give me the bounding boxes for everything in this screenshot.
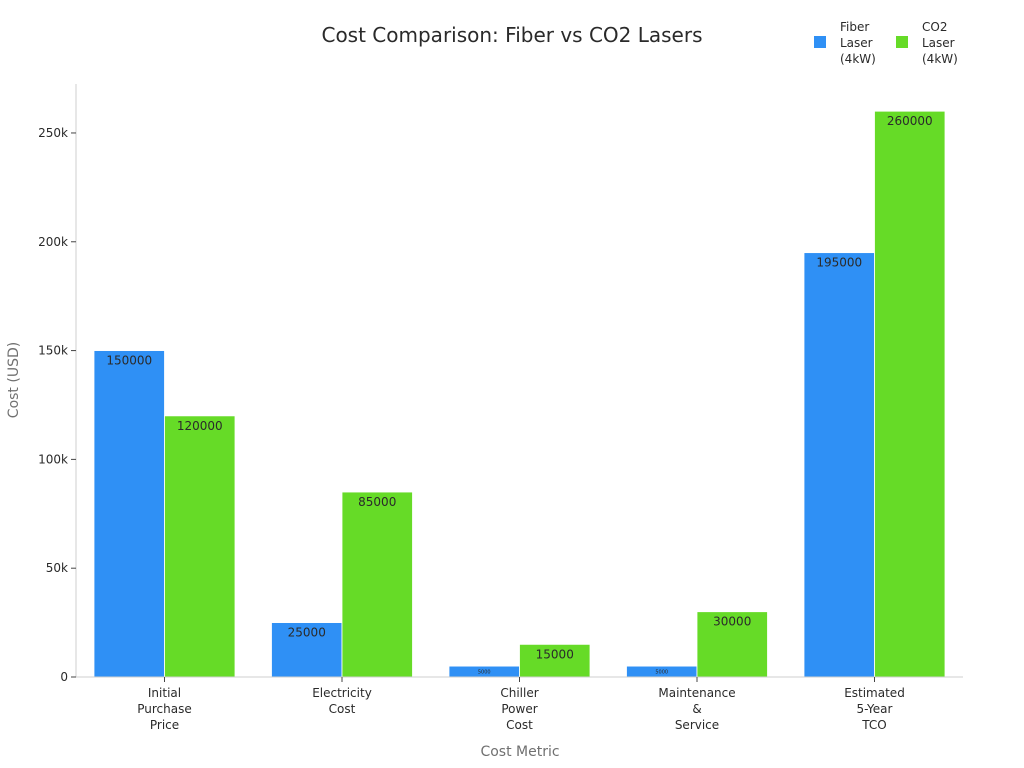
- bar-series-1-category-1: [93, 350, 165, 678]
- y-tick-label: 200k: [38, 235, 68, 249]
- data-label-series-1-category-3: 5000: [478, 670, 491, 676]
- x-tick-label: Maintenance & Service: [658, 686, 735, 732]
- data-label-series-1-category-1: 150000: [106, 354, 152, 368]
- legend-label-series-2: CO2 Laser (4kW): [922, 20, 958, 66]
- bar-series-2-category-4: [696, 611, 768, 678]
- data-label-series-2-category-5: 260000: [887, 114, 933, 128]
- x-tick-label: Initial Purchase Price: [137, 686, 192, 732]
- bar-series-1-category-2: [271, 622, 343, 678]
- legend-label-series-1: Fiber Laser (4kW): [840, 20, 876, 66]
- bar-series-2-category-5: [874, 110, 946, 678]
- bar-series-2-category-1: [164, 415, 236, 678]
- data-labels-group: 150000 120000 25000 85000 5000 15000 5000 30000…: [106, 114, 932, 675]
- x-tick-label: Estimated 5-Year TCO: [844, 686, 905, 732]
- y-tick-label: 250k: [38, 126, 68, 140]
- y-tick-label: 100k: [38, 452, 68, 466]
- legend-swatch-series-1: [814, 36, 826, 48]
- data-label-series-2-category-4: 30000: [713, 615, 751, 629]
- chart-title: Cost Comparison: Fiber vs CO2 Lasers: [321, 23, 702, 47]
- bar-series-2-category-2: [341, 491, 413, 678]
- data-label-series-2-category-2: 85000: [358, 495, 396, 509]
- data-label-series-1-category-2: 25000: [288, 626, 326, 640]
- data-label-series-2-category-3: 15000: [536, 647, 574, 661]
- data-label-series-1-category-5: 195000: [816, 256, 862, 270]
- y-axis-title: Cost (USD): [6, 342, 22, 418]
- data-label-series-2-category-1: 120000: [177, 419, 223, 433]
- ticks-group: 0 50k 100k 150k 200k 250k Initial Purchase Price…: [38, 126, 905, 732]
- x-tick-label: Chiller Power Cost: [500, 686, 538, 732]
- y-tick-label: 50k: [46, 561, 68, 575]
- x-axis-title: Cost Metric: [480, 744, 559, 760]
- x-tick-label: Electricity Cost: [312, 686, 372, 716]
- y-tick-label: 150k: [38, 344, 68, 358]
- legend-swatch-series-2: [896, 36, 908, 48]
- bars-group: [93, 110, 946, 678]
- y-tick-label: 0: [60, 670, 68, 684]
- legend: Fiber Laser (4kW) CO2 Laser (4kW): [814, 20, 958, 66]
- data-label-series-1-category-4: 5000: [655, 670, 668, 676]
- bar-series-1-category-5: [803, 252, 875, 678]
